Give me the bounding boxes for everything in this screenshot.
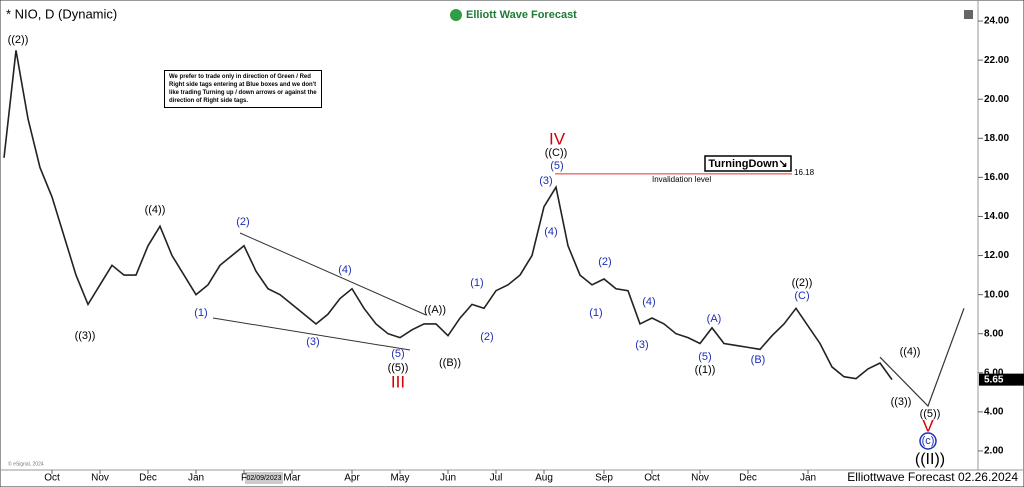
wave-label: (4) — [544, 226, 557, 238]
wave-label: ((3)) — [75, 330, 96, 342]
wave-label: ((B)) — [439, 357, 461, 369]
y-tick-label: 14.00 — [984, 211, 1009, 222]
wave-label: (2) — [236, 216, 249, 228]
x-tick-label: Aug — [535, 473, 553, 484]
chart-title: * NIO, D (Dynamic) — [6, 6, 117, 21]
trend-line — [239, 232, 427, 316]
y-tick-label: 2.00 — [984, 446, 1004, 457]
wave-label: ((4)) — [900, 346, 921, 358]
crosshair-box — [245, 472, 283, 484]
wave-label: (4) — [642, 296, 655, 308]
wave-label: ((C)) — [545, 147, 568, 159]
corner-icon — [964, 10, 973, 19]
note: We prefer to trade only in direction of … — [164, 70, 322, 108]
wave-label: ((5)) — [920, 408, 941, 420]
x-tick-label: F — [241, 473, 247, 484]
y-tick-label: 6.00 — [984, 367, 1004, 378]
x-tick-label: Dec — [139, 473, 157, 484]
price-line — [3, 50, 893, 381]
y-tick-label: 24.00 — [984, 16, 1009, 27]
wave-label: (1) — [589, 307, 602, 319]
y-tick-label: 10.00 — [984, 289, 1009, 300]
wave-label: III — [391, 372, 405, 391]
wave-label: (B) — [751, 354, 766, 366]
invalidation-value: 16.18 — [794, 168, 815, 177]
wave-label: ((II)) — [915, 451, 945, 468]
x-tick-label: Mar — [283, 473, 301, 484]
x-tick-label: Oct — [44, 473, 60, 484]
wave-label: ((4)) — [145, 204, 166, 216]
wave-label: ((2)) — [792, 277, 813, 289]
wave-label: (5) — [391, 348, 404, 360]
crosshair-date: 02/09/2023 — [246, 475, 281, 482]
wave-label: (4) — [338, 264, 351, 276]
x-tick-label: Jun — [440, 473, 456, 484]
wave-label: (1) — [470, 277, 483, 289]
tag: TurningDown↘ — [708, 158, 787, 170]
y-tick-label: 18.00 — [984, 133, 1009, 144]
wave-label: ((1)) — [695, 364, 716, 376]
x-tick-label: Nov — [91, 473, 109, 484]
x-tick-label: Oct — [644, 473, 660, 484]
wave-label: ((5)) — [388, 362, 409, 374]
x-tick-label: Dec — [739, 473, 757, 484]
wave-label: (2) — [598, 256, 611, 268]
y-tick-label: 4.00 — [984, 407, 1004, 418]
trend-line — [212, 317, 411, 351]
x-tick-label: Jul — [490, 473, 503, 484]
brand-logo — [450, 9, 462, 21]
x-tick-label: Jan — [800, 473, 816, 484]
x-tick-label: Sep — [595, 473, 613, 484]
wave-label: V — [922, 416, 934, 435]
wave-label: (5) — [550, 160, 563, 172]
wave-label: (3) — [306, 336, 319, 348]
tag-box — [704, 155, 792, 172]
price-line — [879, 308, 965, 408]
brand: Elliott Wave Forecast — [466, 9, 577, 21]
y-tick-label: 8.00 — [984, 328, 1004, 339]
wave-label: (1) — [194, 307, 207, 319]
footer: Elliottwave Forecast 02.26.2024 — [847, 470, 1018, 484]
copyright: © eSignal, 2024 — [8, 460, 44, 467]
wave-label: ((A)) — [424, 304, 446, 316]
last-price-label: 5.65 — [984, 374, 1004, 385]
wave-label: (5) — [698, 351, 711, 363]
invalidation-text: Invalidation level — [652, 175, 711, 184]
x-tick-label: May — [391, 473, 410, 484]
wave-label: (c) — [922, 435, 935, 447]
x-tick-label: Apr — [344, 473, 360, 484]
wave-circle — [919, 432, 937, 450]
wave-label: ((2)) — [8, 34, 29, 46]
y-tick-label: 22.00 — [984, 55, 1009, 66]
wave-label: (A) — [707, 313, 722, 325]
last-price-box — [979, 373, 1024, 386]
x-tick-label: Jan — [188, 473, 204, 484]
wave-label: (3) — [635, 339, 648, 351]
wave-label: (2) — [480, 331, 493, 343]
y-tick-label: 12.00 — [984, 250, 1009, 261]
wave-label: (3) — [539, 175, 552, 187]
wave-label: IV — [549, 129, 566, 148]
wave-label: (C) — [794, 290, 809, 302]
y-tick-label: 20.00 — [984, 94, 1009, 105]
y-tick-label: 16.00 — [984, 172, 1009, 183]
x-tick-label: Nov — [691, 473, 709, 484]
wave-label: ((3)) — [891, 396, 912, 408]
